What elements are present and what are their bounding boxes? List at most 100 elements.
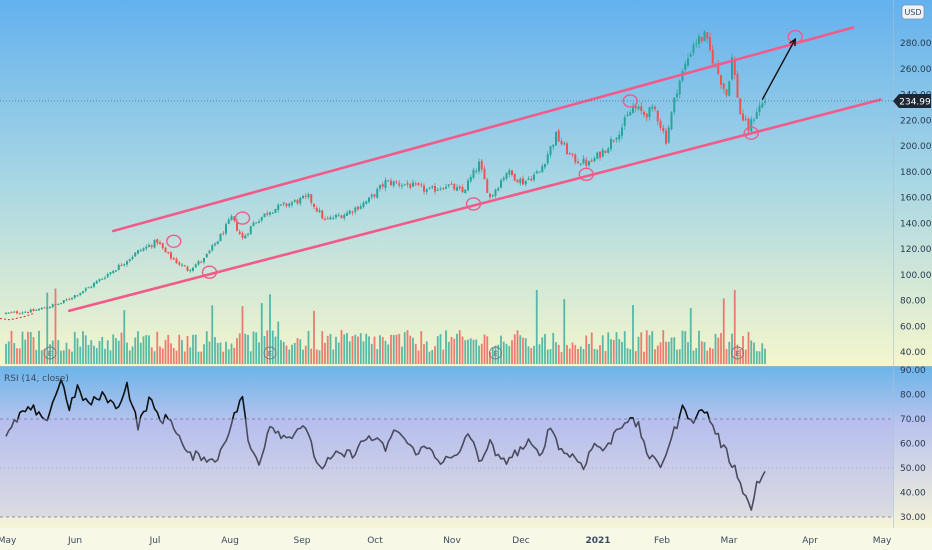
volume-bar xyxy=(596,349,599,364)
candle-body xyxy=(568,153,571,155)
candle-body xyxy=(313,203,315,207)
volume-bar xyxy=(35,349,38,364)
candle-body xyxy=(62,300,65,303)
candle-body xyxy=(10,312,13,314)
volume-bar xyxy=(354,334,357,364)
circle-marker[interactable] xyxy=(622,94,638,108)
volume-bar xyxy=(733,289,736,364)
volume-bar xyxy=(406,330,409,364)
volume-bar xyxy=(621,341,623,364)
candle-body xyxy=(98,279,101,282)
rsi-band xyxy=(0,419,893,517)
volume-bar xyxy=(79,346,82,364)
volume-bar xyxy=(648,335,651,364)
circle-marker[interactable] xyxy=(166,234,182,248)
volume-bar xyxy=(535,289,538,364)
volume-bar xyxy=(101,336,104,364)
circle-marker[interactable] xyxy=(578,167,594,182)
volume-bar xyxy=(186,335,189,364)
volume-bar xyxy=(329,333,332,364)
volume-bar xyxy=(483,334,486,364)
candle-body xyxy=(472,169,475,178)
volume-bar xyxy=(181,339,183,364)
volume-bar xyxy=(629,349,632,364)
candle-body xyxy=(106,274,109,278)
volume-bar xyxy=(725,348,728,364)
volume-bar xyxy=(225,341,227,364)
volume-bar xyxy=(318,350,321,364)
volume-bar xyxy=(167,335,170,364)
candle-body xyxy=(750,119,753,132)
volume-bar xyxy=(313,310,315,364)
volume-bar xyxy=(516,330,519,364)
volume-bar xyxy=(684,331,687,364)
candle-body xyxy=(43,307,46,309)
projection-arrow[interactable] xyxy=(761,38,796,100)
volume-bar xyxy=(302,349,304,364)
volume-bar xyxy=(321,331,324,364)
candle-body xyxy=(68,299,71,301)
volume-bar xyxy=(288,349,291,364)
volume-bar xyxy=(109,350,112,364)
volume-bar xyxy=(541,337,544,364)
volume-bar xyxy=(626,348,629,364)
volume-bar xyxy=(139,342,142,364)
volume-bar xyxy=(706,350,709,364)
volume-bar xyxy=(387,344,390,364)
candle-body xyxy=(359,206,362,209)
candle-body xyxy=(280,204,282,206)
earnings-icon[interactable] xyxy=(43,346,57,360)
volume-bar xyxy=(307,330,310,364)
volume-bar xyxy=(511,340,513,364)
currency-badge[interactable]: USD xyxy=(901,4,925,20)
volume-bar xyxy=(582,348,585,364)
volume-bar xyxy=(557,344,560,364)
time-tick-label: Jul xyxy=(149,536,161,546)
volume-bar xyxy=(519,335,522,364)
circle-marker[interactable] xyxy=(234,211,251,225)
rsi-tick-label: 90.00 xyxy=(900,366,926,376)
volume-bar xyxy=(552,332,555,364)
volume-bar xyxy=(230,343,233,364)
circle-marker[interactable] xyxy=(743,126,759,140)
time-axis-bg xyxy=(0,528,932,550)
candle-body xyxy=(753,119,755,121)
circle-marker[interactable] xyxy=(201,265,218,279)
circle-marker[interactable] xyxy=(465,197,482,211)
volume-bar xyxy=(197,351,200,364)
candle-body xyxy=(665,130,667,144)
volume-bar xyxy=(379,335,381,364)
volume-bar xyxy=(494,345,497,364)
candle-body xyxy=(436,189,439,191)
candle-body xyxy=(577,161,579,164)
volume-bar xyxy=(346,333,348,364)
volume-bar xyxy=(398,333,401,364)
price-series xyxy=(0,30,766,321)
earnings-icon[interactable] xyxy=(489,346,502,360)
trendline[interactable] xyxy=(111,26,855,233)
volume-bar xyxy=(401,346,403,364)
volume-bar xyxy=(362,341,365,364)
candle-body xyxy=(390,180,392,186)
volume-bar xyxy=(560,351,563,364)
candle-body xyxy=(46,307,49,309)
volume-bar xyxy=(310,348,313,364)
volume-bar xyxy=(508,346,511,364)
earnings-icon[interactable] xyxy=(263,346,277,360)
candle-body xyxy=(13,311,16,313)
candle-body xyxy=(725,89,728,96)
candle-body xyxy=(104,277,106,279)
price-tick-label: 280.00 xyxy=(900,39,932,49)
volume-bar xyxy=(722,298,725,364)
candle-body xyxy=(27,312,29,314)
candle-body xyxy=(150,245,153,247)
time-tick-label: Jun xyxy=(67,536,82,546)
volume-bar xyxy=(731,333,733,364)
earnings-icon[interactable] xyxy=(731,346,744,360)
candle-body xyxy=(739,98,742,115)
volume-bar xyxy=(758,351,761,364)
candle-body xyxy=(266,213,269,215)
candle-body xyxy=(590,160,593,162)
volume-bar xyxy=(409,335,412,364)
candle-body xyxy=(555,131,557,146)
